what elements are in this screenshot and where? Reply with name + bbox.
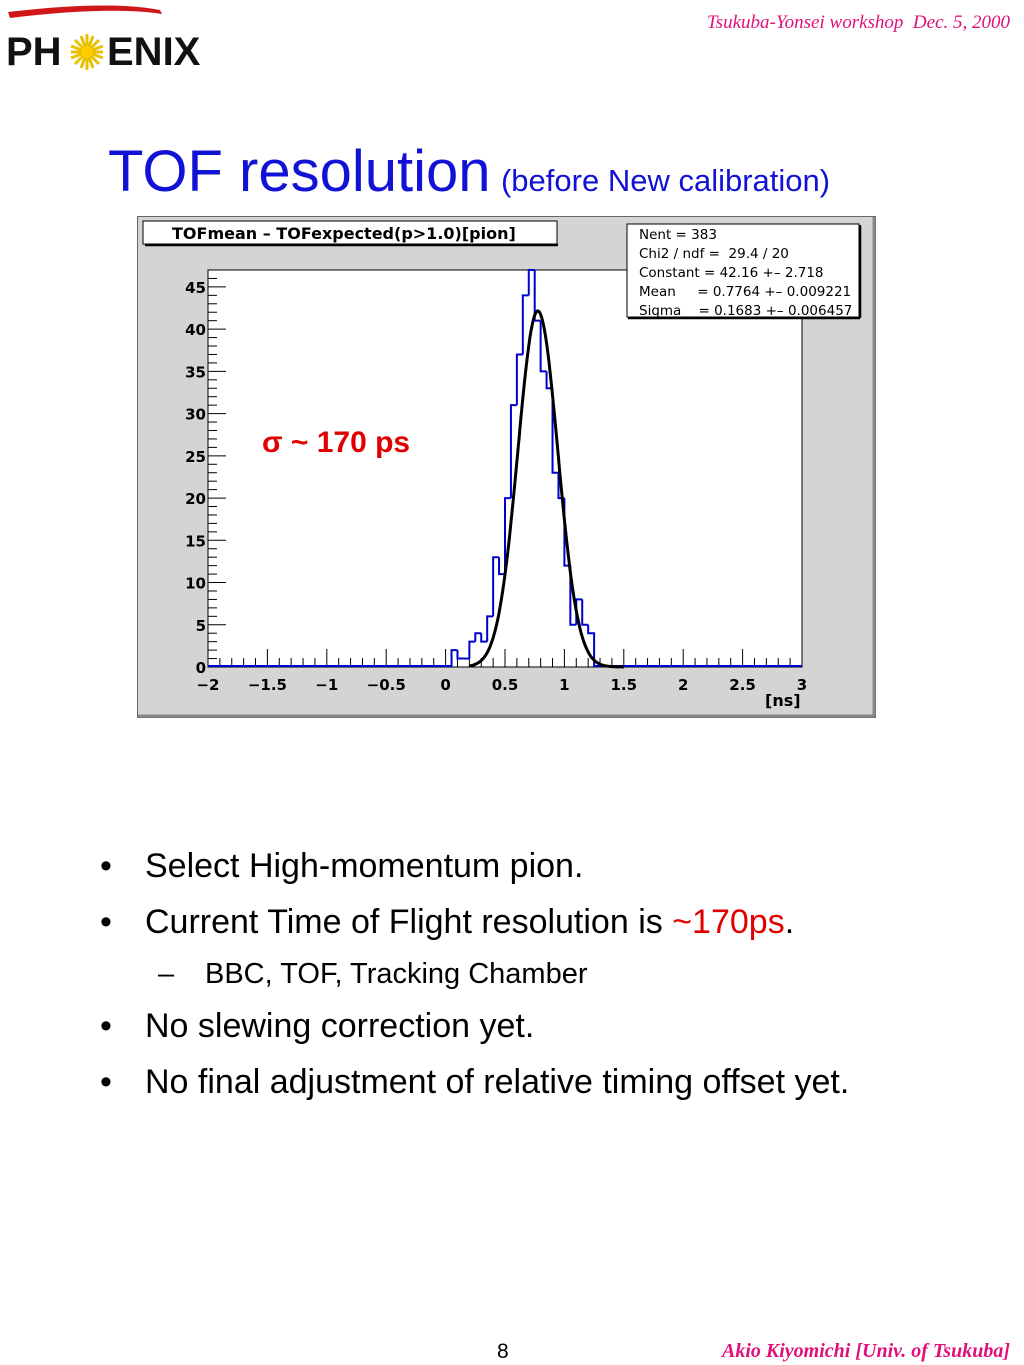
y-tick-label: 30 bbox=[185, 406, 206, 424]
gaussian-fit-curve bbox=[469, 309, 624, 669]
sub-bullet-mark: – bbox=[158, 958, 175, 990]
histogram-bin bbox=[450, 649, 458, 667]
histogram-bin bbox=[533, 270, 541, 322]
stats-line: Nent = 383 bbox=[639, 227, 717, 243]
histogram-bin bbox=[504, 497, 511, 575]
bullet-text: No slewing correction yet. bbox=[145, 1007, 535, 1045]
histogram-bin bbox=[521, 294, 529, 355]
bullet-item: • Select High-momentum pion. bbox=[100, 838, 980, 894]
y-tick-label: 45 bbox=[185, 279, 206, 297]
sub-bullet-item: – BBC, TOF, Tracking Chamber bbox=[100, 950, 980, 998]
bullet-item: • Current Time of Flight resolution is ~… bbox=[100, 894, 980, 950]
x-tick-label: −2 bbox=[196, 676, 219, 694]
stats-line: Mean = 0.7764 +– 0.009221 bbox=[639, 284, 851, 300]
histogram-bin bbox=[498, 557, 505, 576]
page-number: 8 bbox=[497, 1340, 509, 1363]
bullet-tail: . bbox=[784, 903, 795, 941]
histogram-bin bbox=[539, 320, 547, 373]
y-tick-label: 40 bbox=[185, 321, 206, 339]
histogram-chart: 0 5 10 15 20 25 30 35 40 45 −2 −1.5 −1 −0.5 0 0.5 1 1.5 2… bbox=[137, 216, 876, 718]
x-tick-label: −1.5 bbox=[248, 676, 287, 694]
bullet-mark: • bbox=[100, 1063, 112, 1101]
bullet-text: Select High-momentum pion. bbox=[145, 847, 584, 885]
stats-line: Sigma = 0.1683 +– 0.006457 bbox=[639, 303, 852, 319]
histogram-bin bbox=[527, 269, 535, 296]
histogram-bin bbox=[551, 388, 559, 474]
x-tick-label: −0.5 bbox=[367, 676, 406, 694]
bullet-mark: • bbox=[100, 903, 112, 941]
sigma-annotation: σ ~ 170 ps bbox=[262, 426, 410, 459]
x-axis-label: [ns] bbox=[765, 691, 801, 710]
x-tick-label: 3 bbox=[797, 676, 807, 694]
logo-text-left: PH bbox=[6, 30, 62, 74]
title-subtitle: (before New calibration) bbox=[500, 163, 831, 198]
stats-line: Constant = 42.16 +– 2.718 bbox=[639, 265, 824, 281]
x-tick-label: 0.5 bbox=[492, 676, 519, 694]
x-tick-label: 1 bbox=[559, 676, 569, 694]
plot-area bbox=[207, 269, 803, 668]
x-tick-label: 2 bbox=[678, 676, 688, 694]
sun-icon bbox=[70, 34, 104, 70]
histogram-bin bbox=[486, 615, 494, 642]
bullet-mark: • bbox=[100, 847, 112, 885]
stats-line: Chi2 / ndf = 29.4 / 20 bbox=[639, 246, 789, 262]
stats-box: Nent = 383 Chi2 / ndf = 29.4 / 20 Constant… bbox=[639, 227, 852, 319]
page-title: TOF resolution (before New calibration) bbox=[108, 138, 830, 205]
x-tick-label: 1.5 bbox=[611, 676, 638, 694]
phenix-logo: PH ENIX bbox=[6, 5, 201, 74]
logo-text-right: ENIX bbox=[107, 30, 201, 74]
y-tick-label: 15 bbox=[185, 532, 206, 550]
histogram-bin bbox=[581, 599, 589, 626]
bullet-highlight: ~170ps bbox=[672, 903, 785, 941]
x-tick-label: 0 bbox=[440, 676, 450, 694]
bullet-item: • No slewing correction yet. bbox=[100, 998, 980, 1054]
histogram-bin bbox=[456, 650, 464, 660]
y-tick-label: 20 bbox=[185, 490, 206, 508]
histogram-bin bbox=[492, 556, 500, 617]
bullet-mark: • bbox=[100, 1007, 112, 1045]
y-tick-label: 5 bbox=[196, 617, 206, 635]
footer-author: Akio Kiyomichi [Univ. of Tsukuba] bbox=[722, 1340, 1010, 1362]
y-tick-label: 0 bbox=[196, 659, 206, 677]
y-tick-label: 10 bbox=[185, 575, 206, 593]
chart-title: TOFmean – TOFexpected(p>1.0)[pion] bbox=[172, 224, 516, 243]
bullet-item: • No final adjustment of relative timing… bbox=[100, 1054, 980, 1110]
histogram-bin bbox=[515, 353, 523, 406]
x-tick-label: −1 bbox=[315, 676, 338, 694]
bullet-text: No final adjustment of relative timing o… bbox=[145, 1063, 850, 1101]
histogram-bin bbox=[587, 624, 596, 667]
histogram-bin bbox=[468, 640, 476, 659]
sub-bullet-text: BBC, TOF, Tracking Chamber bbox=[205, 958, 588, 990]
histogram-bin bbox=[480, 633, 488, 643]
x-tick-label: 2.5 bbox=[729, 676, 756, 694]
y-tick-label: 25 bbox=[185, 448, 206, 466]
y-tick-label: 35 bbox=[185, 363, 206, 381]
histogram-bin bbox=[474, 632, 482, 642]
histogram-bin bbox=[509, 404, 517, 499]
header-note: Tsukuba-Yonsei workshop Dec. 5, 2000 bbox=[706, 12, 1010, 33]
title-main: TOF resolution bbox=[108, 139, 491, 204]
bullet-text: Current Time of Flight resolution is bbox=[145, 903, 673, 941]
histogram-bin bbox=[569, 565, 577, 626]
bullet-list: • Select High-momentum pion. • Current T… bbox=[100, 838, 980, 1110]
